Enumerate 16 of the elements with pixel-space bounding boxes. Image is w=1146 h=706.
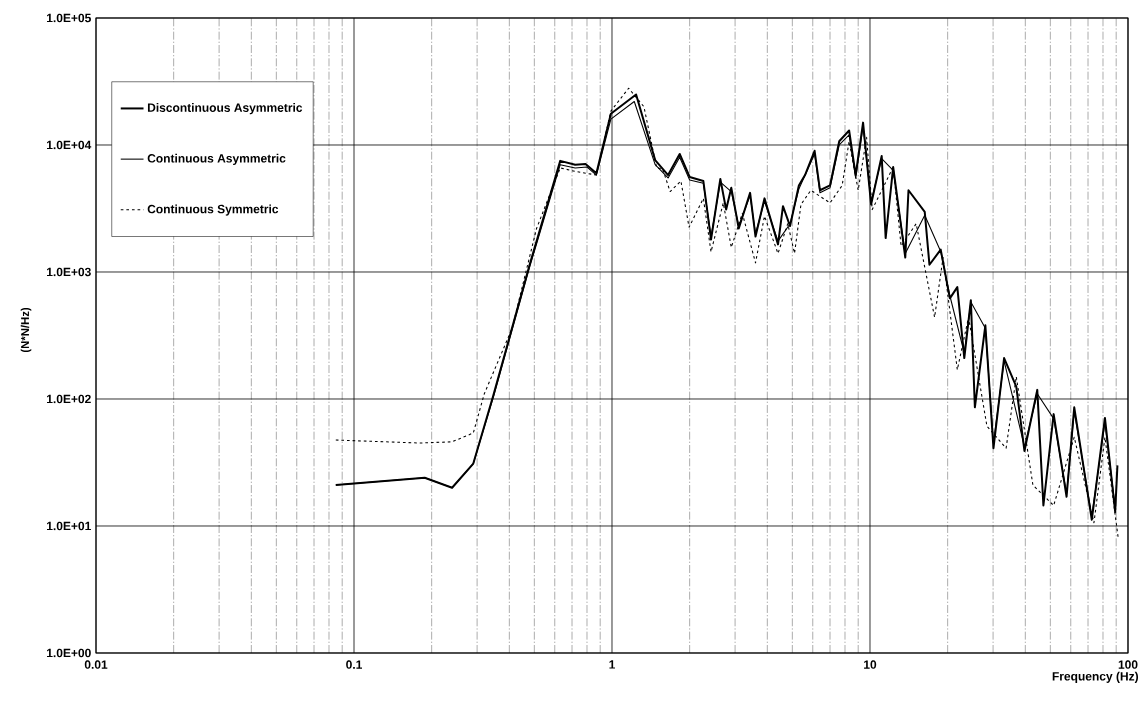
x-axis-title: Frequency (Hz)	[1052, 671, 1139, 683]
y-tick-label: 1.0E+05	[47, 13, 91, 23]
y-tick-label: 1.0E+00	[47, 648, 91, 658]
x-tick-label: 10	[864, 660, 877, 669]
x-tick-label: 1	[609, 660, 615, 669]
y-tick-label: 1.0E+04	[47, 140, 92, 150]
x-tick-label: 100	[1118, 660, 1138, 669]
legend-label: Continuous Asymmetric	[147, 153, 286, 165]
y-tick-label: 1.0E+02	[47, 394, 91, 404]
y-tick-label: 1.0E+03	[47, 267, 91, 277]
legend-label: Discontinuous Asymmetric	[147, 103, 303, 115]
y-tick-label: 1.0E+01	[47, 521, 91, 531]
x-tick-label: 0.1	[346, 660, 362, 669]
x-tick-label: 0.01	[84, 660, 108, 669]
legend-label: Continuous Symmetric	[147, 204, 279, 216]
y-axis-title: (N*N/Hz)	[20, 307, 32, 353]
